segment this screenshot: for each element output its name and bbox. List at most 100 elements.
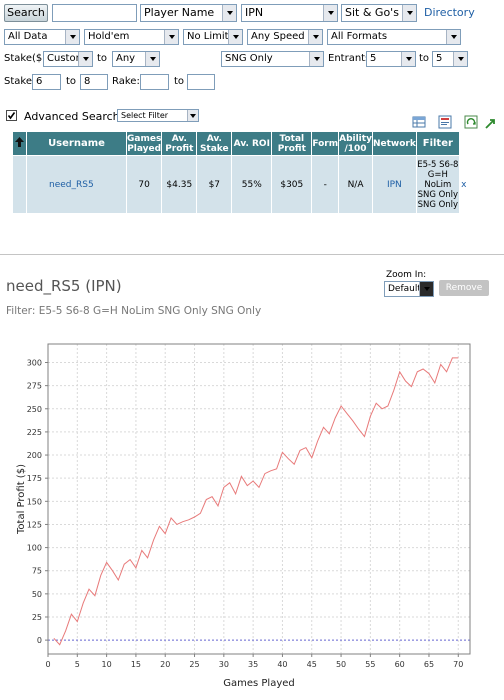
x-axis-label: Games Played <box>223 678 295 689</box>
chevron-down-icon <box>446 30 460 44</box>
search-button[interactable]: Search <box>4 4 48 22</box>
row-filter-line: NoLim <box>424 179 452 190</box>
stake-mode-value: Custom <box>47 53 86 64</box>
stake-mode-select[interactable]: Custom <box>43 51 93 67</box>
row-av-stake: $7 <box>196 155 233 214</box>
y-tick-label: 75 <box>32 567 42 576</box>
x-tick-label: 5 <box>75 660 80 669</box>
y-tick-label: 0 <box>37 636 42 645</box>
zoom-select[interactable]: Default <box>384 281 434 297</box>
directory-link[interactable]: Directory <box>424 6 475 19</box>
zoom-value: Default <box>388 284 421 294</box>
network-select[interactable]: IPN <box>241 4 338 22</box>
stake-range-to-label: to <box>66 76 77 87</box>
search-input[interactable] <box>52 4 137 22</box>
x-tick-label: 25 <box>189 660 199 669</box>
plot-frame <box>47 343 471 655</box>
entrants-to-select[interactable]: 5 <box>432 51 468 67</box>
graph-view-icon[interactable] <box>438 115 452 129</box>
y-tick-label: 225 <box>27 428 42 437</box>
header-av-roi[interactable]: Av. ROI <box>231 131 273 156</box>
filter-select[interactable]: Select Filter <box>117 109 199 122</box>
row-remove-link[interactable]: x <box>458 155 469 214</box>
speed-select[interactable]: Any Speed <box>247 29 323 45</box>
y-tick-label: 250 <box>27 405 42 414</box>
y-tick-labels: 0 25 50 75 100 125 150 175 200 225 250 275 300 <box>27 359 42 646</box>
header-ability[interactable]: Ability /100 <box>338 131 373 156</box>
format-select[interactable]: All Formats <box>327 29 461 45</box>
row-games-played: 70 <box>125 155 163 214</box>
stake-from-input[interactable]: 6 <box>32 74 61 90</box>
row-av-roi: 55% <box>231 155 273 214</box>
row-filter-line: E5-5 S6-8 <box>417 159 459 170</box>
game-type-select[interactable]: Sit & Go's <box>341 4 417 22</box>
header-av-profit[interactable]: Av. Profit <box>161 131 198 156</box>
expand-icon[interactable] <box>484 118 496 130</box>
row-ability: N/A <box>338 155 373 214</box>
rake-to-input[interactable] <box>187 74 215 90</box>
limit-select[interactable]: No Limit <box>183 29 243 45</box>
rake-from-input[interactable] <box>140 74 169 90</box>
graph-title: need_RS5 (IPN) <box>6 277 122 295</box>
graph-filter-text: Filter: E5-5 S6-8 G=H NoLim SNG Only SNG… <box>6 305 262 317</box>
y-tick-label: 275 <box>27 382 42 391</box>
header-games-played[interactable]: Games Played <box>125 131 163 156</box>
y-tick-label: 300 <box>27 359 42 368</box>
refresh-icon[interactable] <box>464 115 478 129</box>
sort-header[interactable] <box>12 131 27 156</box>
stake-range-label: Stake: <box>4 76 36 87</box>
remove-button[interactable]: Remove <box>439 280 489 296</box>
table-row: need_RS5 70 $4.35 $7 55% $305 - N/A IPN … <box>12 155 469 214</box>
chart-grid <box>45 344 470 657</box>
y-tick-label: 175 <box>27 474 42 483</box>
profit-series-line <box>53 357 459 646</box>
network-value: IPN <box>245 6 264 19</box>
x-tick-label: 55 <box>365 660 375 669</box>
game-type-value: Sit & Go's <box>345 6 399 19</box>
chevron-down-icon <box>402 5 416 21</box>
profit-chart: 0 25 50 75 100 125 150 175 200 225 250 275 300 0 5 10 1… <box>16 343 471 689</box>
row-spacer <box>12 155 27 214</box>
sng-type-value: SNG Only <box>225 53 273 64</box>
game-select[interactable]: Hold'em <box>84 29 179 45</box>
rake-to-label: to <box>174 76 185 87</box>
y-tick-label: 200 <box>27 451 42 460</box>
row-username-link[interactable]: need_RS5 <box>26 155 127 214</box>
x-tick-labels: 0 5 10 15 20 25 30 35 40 45 50 55 60 65 70 <box>45 660 463 669</box>
row-network: IPN <box>371 155 417 214</box>
advanced-search-checkbox[interactable] <box>6 110 17 121</box>
entrants-from-value: 5 <box>370 53 377 64</box>
stake-to-input[interactable]: 8 <box>80 74 108 90</box>
entrants-to-value: 5 <box>436 53 443 64</box>
stake-label: Stake($) <box>4 53 47 64</box>
header-remove <box>458 131 469 156</box>
data-range-select[interactable]: All Data <box>4 29 80 45</box>
chevron-down-icon <box>228 30 242 44</box>
header-av-stake[interactable]: Av. Stake <box>196 131 233 156</box>
x-tick-label: 0 <box>45 660 50 669</box>
stake-to-select[interactable]: Any <box>112 51 160 67</box>
stake-to-label: to <box>97 53 108 64</box>
chevron-down-icon <box>145 52 159 66</box>
row-filter-line: SNG Only <box>417 189 459 200</box>
entrants-to-label: to <box>419 53 430 64</box>
x-tick-label: 20 <box>160 660 170 669</box>
sng-type-select[interactable]: SNG Only <box>221 51 324 67</box>
header-filter[interactable]: Filter <box>415 131 460 156</box>
speed-value: Any Speed <box>251 31 305 42</box>
table-view-icon[interactable] <box>412 115 426 129</box>
section-divider <box>0 254 504 255</box>
chevron-down-icon <box>419 282 433 296</box>
header-form[interactable]: Form <box>311 131 340 156</box>
sort-up-arrow-icon <box>15 137 24 147</box>
chevron-down-icon <box>323 5 337 21</box>
chevron-down-icon <box>401 52 415 66</box>
entrants-from-select[interactable]: 5 <box>366 51 416 67</box>
x-tick-label: 15 <box>131 660 141 669</box>
x-tick-label: 40 <box>277 660 287 669</box>
chevron-down-icon <box>309 52 323 66</box>
header-network[interactable]: Network <box>371 131 417 156</box>
header-username[interactable]: Username <box>26 131 127 156</box>
search-field-select[interactable]: Player Name <box>140 4 237 22</box>
header-total-profit[interactable]: Total Profit <box>271 131 313 156</box>
